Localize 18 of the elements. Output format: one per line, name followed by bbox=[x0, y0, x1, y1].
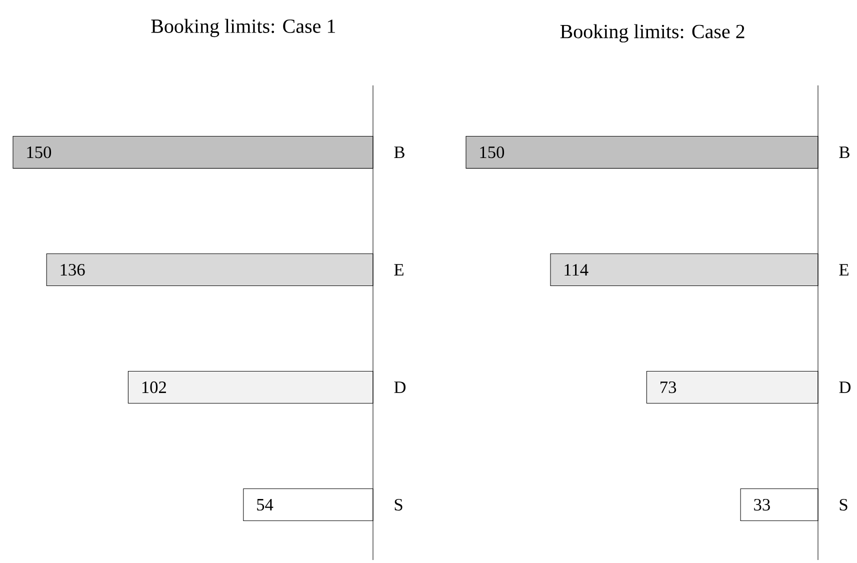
chart-title: Booking limits: Case 2 bbox=[560, 24, 744, 42]
data-label: 73 bbox=[660, 381, 676, 394]
y-tick-label: S bbox=[840, 498, 848, 511]
y-tick-label: B bbox=[839, 146, 850, 158]
data-label: 114 bbox=[564, 264, 588, 276]
y-tick-label: E bbox=[394, 264, 404, 276]
data-label: 54 bbox=[257, 498, 274, 511]
chart-title: Booking limits: Case 1 bbox=[151, 18, 335, 38]
data-label: 150 bbox=[480, 146, 504, 158]
y-tick-label: B bbox=[394, 146, 404, 158]
y-tick-label: E bbox=[839, 264, 848, 276]
y-tick-label: S bbox=[394, 498, 402, 511]
data-label: 150 bbox=[27, 146, 52, 158]
y-tick-label: D bbox=[394, 382, 406, 393]
data-label: 136 bbox=[60, 264, 85, 276]
data-label: 33 bbox=[754, 498, 770, 511]
y-tick-label: D bbox=[839, 382, 851, 393]
data-label: 102 bbox=[142, 381, 166, 394]
